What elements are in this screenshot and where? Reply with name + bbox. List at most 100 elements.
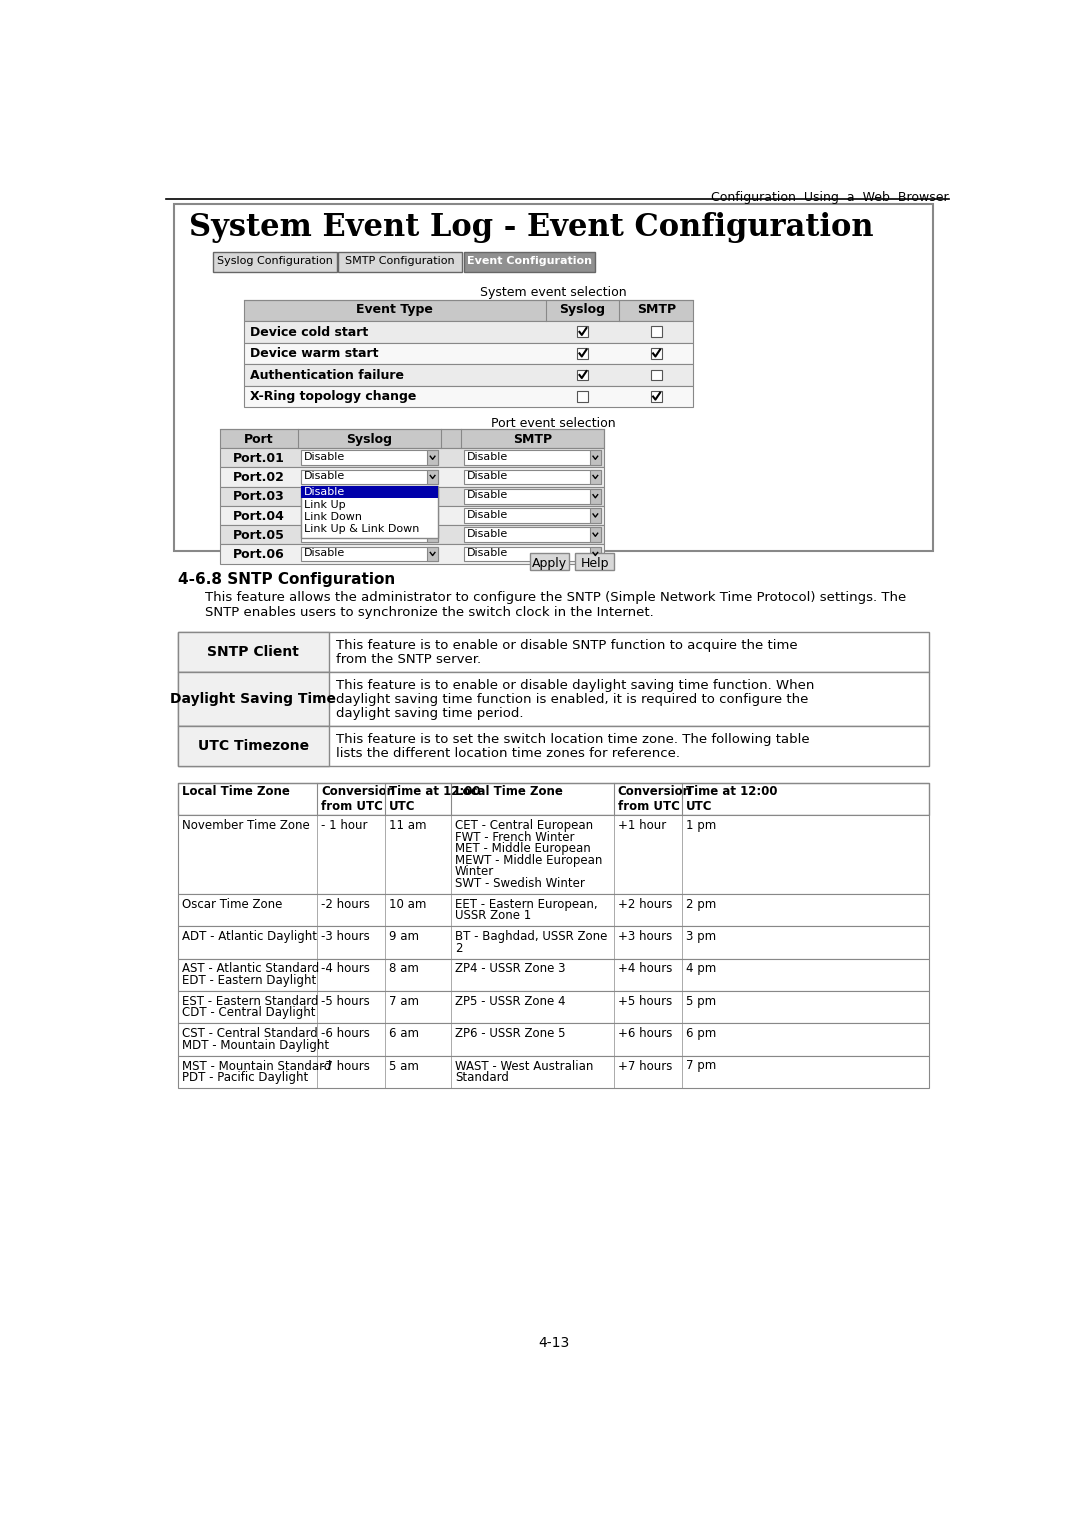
Text: Port.02: Port.02	[233, 472, 285, 484]
Text: +1 hour: +1 hour	[618, 820, 666, 832]
Bar	[301, 450, 438, 466]
Text: 3 pm: 3 pm	[686, 930, 716, 944]
Text: ZP6 - USSR Zone 5: ZP6 - USSR Zone 5	[455, 1028, 566, 1040]
Text: 6 pm: 6 pm	[686, 1028, 716, 1040]
Text: Daylight Saving Time: Daylight Saving Time	[171, 692, 336, 705]
Bar	[243, 365, 693, 386]
Text: Port.03: Port.03	[233, 490, 285, 504]
Text: Time at 12:00
UTC: Time at 12:00 UTC	[389, 785, 481, 814]
Bar	[428, 527, 438, 542]
Bar	[590, 527, 600, 542]
Bar	[301, 486, 438, 538]
Text: 2 pm: 2 pm	[686, 898, 716, 910]
Text: Link Down: Link Down	[303, 512, 362, 522]
Text: Authentication failure: Authentication failure	[249, 370, 404, 382]
Bar	[463, 547, 600, 562]
Text: 4-6.8 SNTP Configuration: 4-6.8 SNTP Configuration	[177, 573, 395, 586]
Bar	[243, 321, 693, 342]
Text: CST - Central Standard: CST - Central Standard	[181, 1028, 318, 1040]
Text: 4 pm: 4 pm	[686, 962, 716, 976]
Text: Help: Help	[580, 557, 609, 571]
Text: daylight saving time period.: daylight saving time period.	[337, 707, 524, 719]
Text: 5 pm: 5 pm	[686, 994, 716, 1008]
Bar	[590, 450, 600, 466]
Text: CET - Central European: CET - Central European	[455, 820, 593, 832]
Bar	[590, 489, 600, 504]
Text: FWT - French Winter: FWT - French Winter	[455, 831, 575, 844]
Bar	[177, 927, 930, 959]
Text: 9 am: 9 am	[389, 930, 419, 944]
Bar	[301, 527, 438, 542]
Bar	[577, 391, 588, 402]
Bar	[301, 508, 438, 522]
Bar	[177, 727, 930, 767]
Text: PDT - Pacific Daylight: PDT - Pacific Daylight	[181, 1070, 308, 1084]
Text: Disable: Disable	[467, 490, 508, 501]
Text: ZP5 - USSR Zone 4: ZP5 - USSR Zone 4	[455, 994, 566, 1008]
Text: WAST - West Australian: WAST - West Australian	[455, 1060, 593, 1072]
Bar	[428, 450, 438, 466]
Text: Winter: Winter	[455, 866, 495, 878]
Text: 7 am: 7 am	[389, 994, 419, 1008]
Text: AST - Atlantic Standard: AST - Atlantic Standard	[181, 962, 319, 976]
Text: X-Ring topology change: X-Ring topology change	[249, 391, 416, 403]
Bar	[177, 672, 328, 727]
Text: +2 hours: +2 hours	[618, 898, 672, 910]
Text: Syslog Configuration: Syslog Configuration	[217, 257, 333, 266]
Bar	[338, 252, 462, 272]
Text: Disable: Disable	[467, 528, 508, 539]
Bar	[243, 386, 693, 408]
Text: SMTP: SMTP	[636, 304, 676, 316]
Text: 6 am: 6 am	[389, 1028, 419, 1040]
Text: USSR Zone 1: USSR Zone 1	[455, 910, 531, 922]
Text: Apply: Apply	[532, 557, 567, 571]
Text: MST - Mountain Standard: MST - Mountain Standard	[181, 1060, 330, 1072]
Text: -2 hours: -2 hours	[321, 898, 369, 910]
Bar	[220, 544, 604, 563]
Bar	[220, 467, 604, 487]
Text: MET - Middle European: MET - Middle European	[455, 843, 591, 855]
Bar	[301, 470, 438, 484]
Text: Disable: Disable	[303, 487, 346, 498]
Bar	[577, 327, 588, 337]
Bar	[177, 959, 930, 991]
Bar	[428, 489, 438, 504]
Bar	[463, 252, 595, 272]
Text: CDT - Central Daylight: CDT - Central Daylight	[181, 1006, 315, 1020]
Text: Event Configuration: Event Configuration	[467, 257, 592, 266]
Text: Event Type: Event Type	[356, 304, 433, 316]
Text: -3 hours: -3 hours	[321, 930, 369, 944]
Text: System Event Log - Event Configuration: System Event Log - Event Configuration	[189, 212, 874, 243]
Bar	[177, 1055, 930, 1089]
Bar	[428, 470, 438, 484]
Text: Conversion
from UTC: Conversion from UTC	[618, 785, 692, 814]
Bar	[463, 489, 600, 504]
Bar	[463, 470, 600, 484]
Text: Local Time Zone: Local Time Zone	[181, 785, 289, 799]
Text: 1 pm: 1 pm	[686, 820, 716, 832]
Text: -5 hours: -5 hours	[321, 994, 369, 1008]
Text: This feature allows the administrator to configure the SNTP (Simple Network Time: This feature allows the administrator to…	[205, 591, 906, 603]
Bar	[177, 727, 328, 767]
Bar	[577, 348, 588, 359]
Text: Link Up: Link Up	[303, 499, 346, 510]
Text: Disable: Disable	[467, 548, 508, 559]
Text: - 1 hour: - 1 hour	[321, 820, 367, 832]
Text: Configuration  Using  a  Web  Browser: Configuration Using a Web Browser	[711, 191, 948, 205]
Text: from the SNTP server.: from the SNTP server.	[337, 654, 482, 666]
Bar	[301, 486, 438, 498]
Text: Disable: Disable	[467, 472, 508, 481]
Text: SMTP Configuration: SMTP Configuration	[346, 257, 455, 266]
Text: Disable: Disable	[303, 452, 346, 463]
Text: EST - Eastern Standard: EST - Eastern Standard	[181, 994, 318, 1008]
Text: Standard: Standard	[455, 1070, 509, 1084]
Bar	[651, 391, 662, 402]
Text: -6 hours: -6 hours	[321, 1028, 369, 1040]
Bar	[463, 450, 600, 466]
Text: 10 am: 10 am	[389, 898, 427, 910]
Text: November Time Zone: November Time Zone	[181, 820, 309, 832]
Bar	[220, 525, 604, 544]
Bar	[651, 348, 662, 359]
Bar	[651, 370, 662, 380]
Bar	[177, 815, 930, 893]
